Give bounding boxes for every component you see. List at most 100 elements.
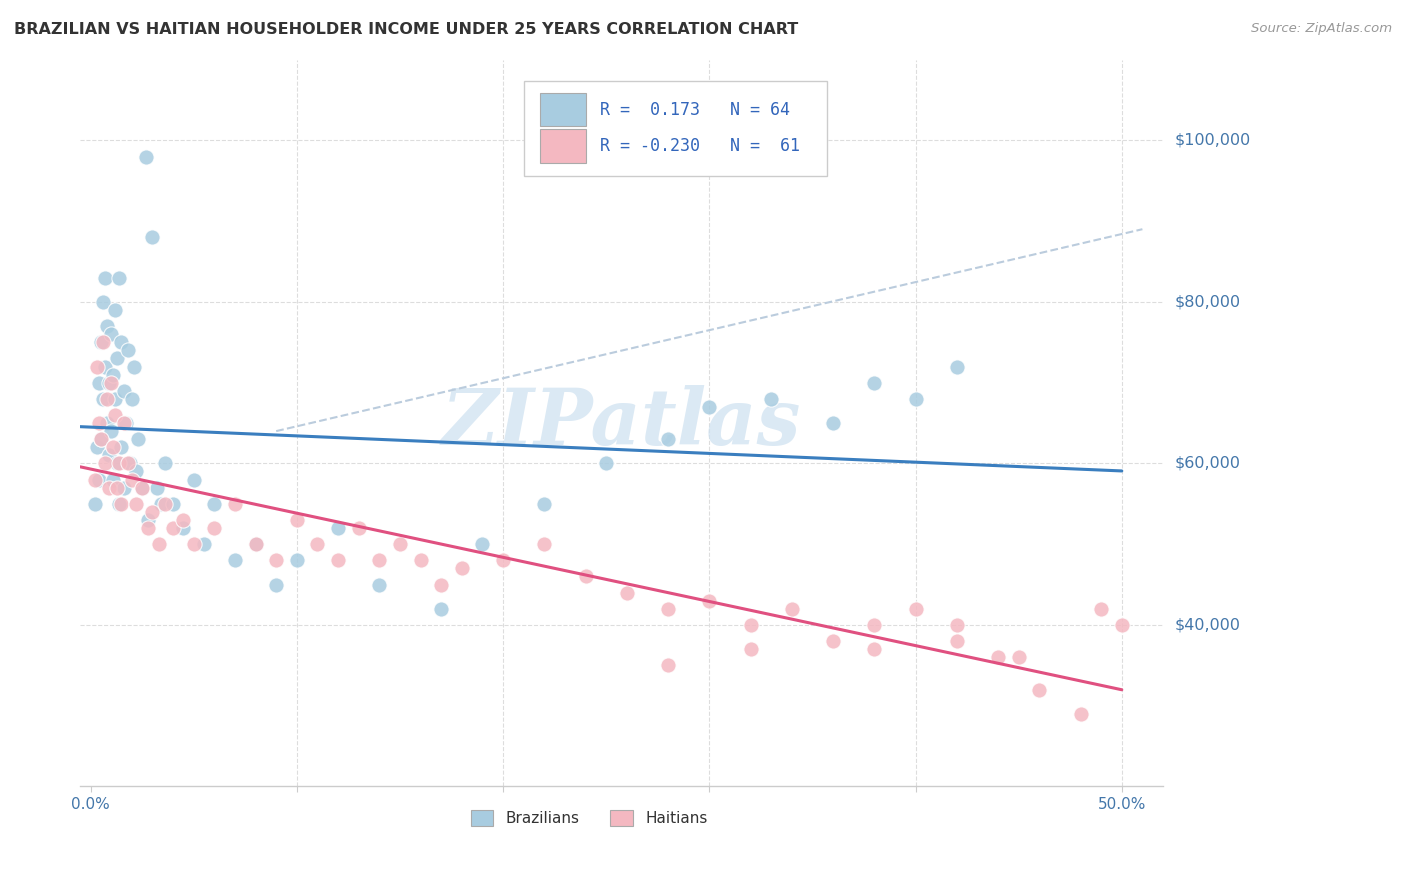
Point <box>904 392 927 406</box>
Point <box>904 602 927 616</box>
Point <box>86 440 108 454</box>
Point <box>172 521 194 535</box>
Point <box>86 359 108 374</box>
Point <box>112 384 135 398</box>
Point <box>492 553 515 567</box>
Point <box>94 359 117 374</box>
Point <box>121 392 143 406</box>
Point <box>96 416 118 430</box>
Legend: Brazilians, Haitians: Brazilians, Haitians <box>471 810 707 826</box>
Point <box>224 497 246 511</box>
Point <box>149 497 172 511</box>
Text: $60,000: $60,000 <box>1174 456 1240 471</box>
Point <box>136 521 159 535</box>
Point <box>657 432 679 446</box>
Point <box>103 368 125 382</box>
Point <box>202 497 225 511</box>
Point <box>104 392 127 406</box>
Point <box>471 537 494 551</box>
Point <box>98 448 121 462</box>
Text: R = -0.230   N =  61: R = -0.230 N = 61 <box>600 137 800 155</box>
Point <box>153 497 176 511</box>
Point <box>224 553 246 567</box>
Point <box>821 416 844 430</box>
Point <box>110 440 132 454</box>
Point <box>141 505 163 519</box>
Point <box>863 376 886 390</box>
Point <box>100 424 122 438</box>
Point <box>245 537 267 551</box>
Point <box>1008 650 1031 665</box>
Point <box>697 400 720 414</box>
Text: $100,000: $100,000 <box>1174 133 1250 148</box>
Point <box>117 457 139 471</box>
Point <box>821 634 844 648</box>
Point <box>326 521 349 535</box>
Point <box>533 497 555 511</box>
Point <box>141 230 163 244</box>
Point <box>183 473 205 487</box>
Point <box>83 497 105 511</box>
FancyBboxPatch shape <box>540 93 586 127</box>
Point <box>121 473 143 487</box>
Point <box>96 392 118 406</box>
Point <box>104 302 127 317</box>
Point <box>657 602 679 616</box>
Point <box>91 335 114 350</box>
Point <box>96 319 118 334</box>
Point <box>100 376 122 390</box>
Point <box>135 149 157 163</box>
Point <box>946 618 969 632</box>
Point <box>91 392 114 406</box>
Point <box>245 537 267 551</box>
Point <box>285 553 308 567</box>
Point <box>759 392 782 406</box>
Point <box>368 553 391 567</box>
Point <box>202 521 225 535</box>
Point <box>162 497 184 511</box>
Point <box>987 650 1010 665</box>
Point <box>574 569 596 583</box>
Point <box>104 408 127 422</box>
Text: BRAZILIAN VS HAITIAN HOUSEHOLDER INCOME UNDER 25 YEARS CORRELATION CHART: BRAZILIAN VS HAITIAN HOUSEHOLDER INCOME … <box>14 22 799 37</box>
Point <box>108 497 131 511</box>
Point <box>90 432 112 446</box>
Point <box>697 593 720 607</box>
Point <box>117 343 139 358</box>
Point <box>105 351 128 366</box>
Point <box>863 642 886 657</box>
Point <box>110 497 132 511</box>
Point <box>90 432 112 446</box>
Point <box>125 497 148 511</box>
Point <box>347 521 370 535</box>
Point <box>131 481 153 495</box>
Point <box>1111 618 1133 632</box>
Point <box>91 294 114 309</box>
Point <box>183 537 205 551</box>
Text: ZIPatlas: ZIPatlas <box>441 384 801 461</box>
Point <box>264 553 287 567</box>
Point <box>145 481 167 495</box>
FancyBboxPatch shape <box>524 81 827 176</box>
Point <box>162 521 184 535</box>
Text: Source: ZipAtlas.com: Source: ZipAtlas.com <box>1251 22 1392 36</box>
Point <box>125 465 148 479</box>
Point <box>108 270 131 285</box>
Point <box>595 457 617 471</box>
Point <box>87 376 110 390</box>
Point <box>616 585 638 599</box>
Point <box>112 416 135 430</box>
Point <box>83 473 105 487</box>
Point <box>118 457 141 471</box>
Point <box>122 359 145 374</box>
Point <box>368 577 391 591</box>
Point <box>780 602 803 616</box>
Point <box>105 457 128 471</box>
Point <box>94 270 117 285</box>
Point <box>87 473 110 487</box>
Point <box>114 416 136 430</box>
Point <box>946 359 969 374</box>
Text: R =  0.173   N = 64: R = 0.173 N = 64 <box>600 101 790 119</box>
Point <box>388 537 411 551</box>
Point <box>136 513 159 527</box>
